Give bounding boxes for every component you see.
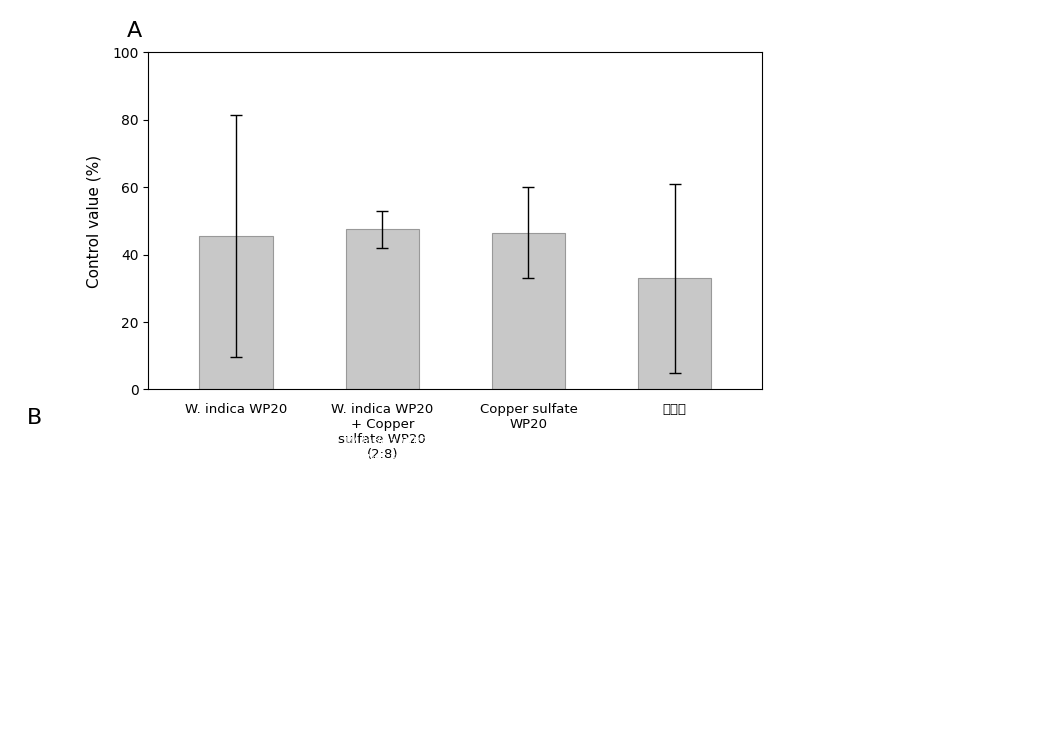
- Bar: [345, 229, 418, 389]
- Text: $\it{W.indica}$ WP20 +
Copper sulfate WP20
(500-fold dilution): $\it{W.indica}$ WP20 + Copper sulfate WP…: [344, 435, 468, 479]
- Bar: [639, 278, 712, 389]
- Text: Control: Control: [748, 435, 791, 448]
- Text: Sunchungtan
(2000-fold dilution): Sunchungtan (2000-fold dilution): [935, 435, 1048, 463]
- Bar: [492, 233, 566, 389]
- Y-axis label: Control value (%): Control value (%): [86, 154, 101, 288]
- Text: B: B: [26, 408, 41, 428]
- Text: Copper sulfate WP20
(500-fold dilution): Copper sulfate WP20 (500-fold dilution): [556, 435, 680, 463]
- Text: A: A: [127, 21, 142, 41]
- Text: $\it{W.indica}$ WP20
(500-fold dilution): $\it{W.indica}$ WP20 (500-fold dilution): [157, 435, 264, 464]
- Bar: [199, 236, 272, 389]
